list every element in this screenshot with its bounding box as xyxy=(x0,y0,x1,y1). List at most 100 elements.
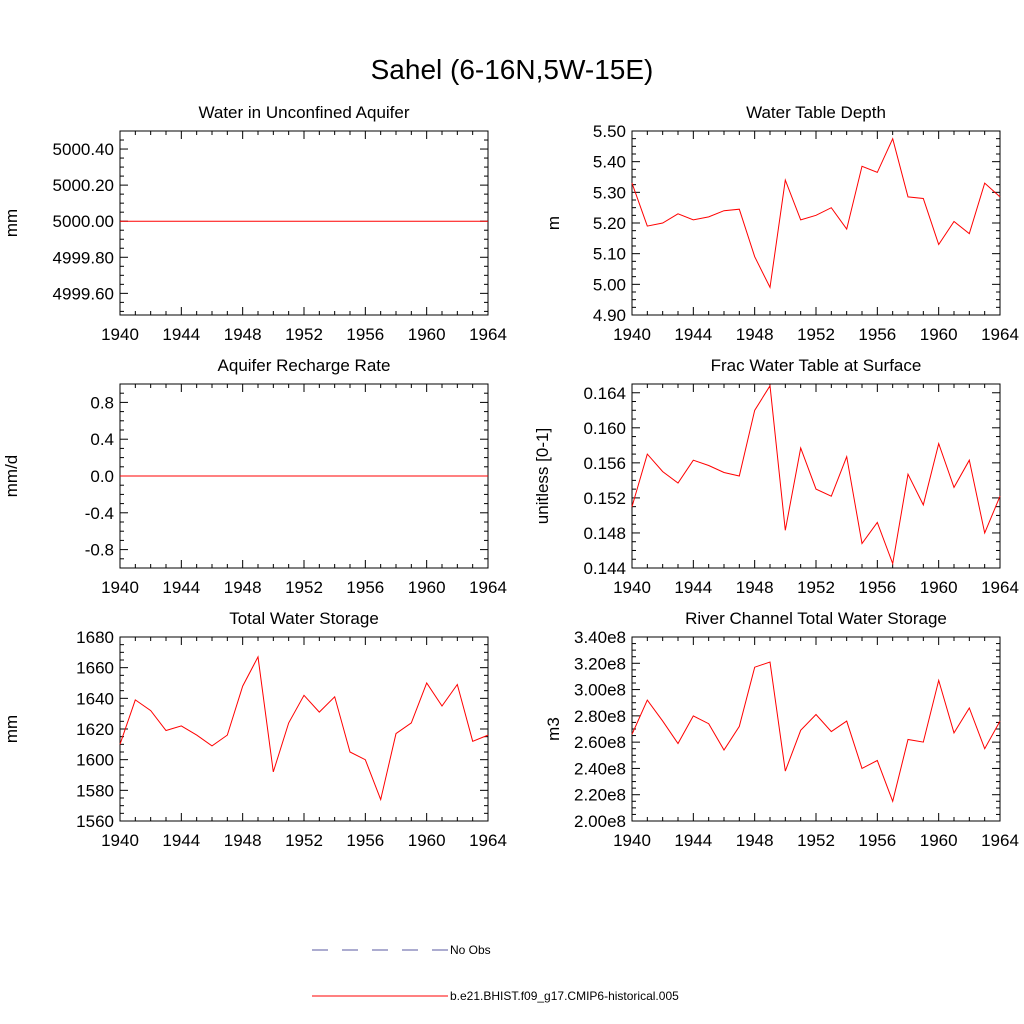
chart-panel: Aquifer Recharge Rate 1940 1944 1948 1952 195… xyxy=(2,356,507,597)
y-tick-label: 2.40e8 xyxy=(574,759,626,778)
x-tick-label: 1944 xyxy=(674,831,712,850)
x-tick-label: 1956 xyxy=(346,831,384,850)
x-tick-label: 1940 xyxy=(101,578,139,597)
x-tick-label: 1952 xyxy=(797,325,835,344)
x-tick-label: 1960 xyxy=(408,578,446,597)
y-tick-label: 4999.60 xyxy=(53,284,114,303)
legend-label: No Obs xyxy=(450,943,491,957)
x-tick-label: 1940 xyxy=(613,831,651,850)
y-axis-label: unitless [0-1] xyxy=(533,428,552,524)
x-tick-label: 1948 xyxy=(736,578,774,597)
x-tick-label: 1964 xyxy=(469,325,507,344)
y-tick-label: 0.148 xyxy=(583,524,626,543)
y-tick-label: 0.8 xyxy=(90,393,114,412)
series-line xyxy=(119,655,489,802)
panel-title: Frac Water Table at Surface xyxy=(711,356,922,375)
panel-title: Total Water Storage xyxy=(229,609,379,628)
figure-title: Sahel (6-16N,5W-15E) xyxy=(370,54,654,85)
x-tick-label: 1956 xyxy=(858,831,896,850)
y-axis-label: mm xyxy=(2,209,21,237)
x-tick-label: 1956 xyxy=(346,325,384,344)
y-tick-label: 0.164 xyxy=(583,384,626,403)
plot-frame xyxy=(119,636,489,822)
y-tick-label: 0.160 xyxy=(583,419,626,438)
y-tick-label: 0.156 xyxy=(583,454,626,473)
chart-panel: River Channel Total Water Storage 1940 194… xyxy=(544,609,1019,850)
x-tick-label: 1944 xyxy=(162,831,200,850)
panel-title: Water Table Depth xyxy=(746,103,886,122)
x-tick-label: 1952 xyxy=(797,578,835,597)
legend: No Obs b.e21.BHIST.f09_g17.CMIP6-historic… xyxy=(312,943,679,1003)
y-tick-label: 2.00e8 xyxy=(574,812,626,831)
x-tick-label: 1964 xyxy=(981,578,1019,597)
x-tick-label: 1944 xyxy=(674,578,712,597)
y-tick-label: 5.00 xyxy=(593,275,626,294)
x-tick-label: 1960 xyxy=(408,831,446,850)
y-tick-label: 4999.80 xyxy=(53,248,114,267)
x-tick-label: 1964 xyxy=(981,325,1019,344)
y-tick-label: 5000.20 xyxy=(53,176,114,195)
y-tick-label: 0.144 xyxy=(583,559,626,578)
x-tick-label: 1952 xyxy=(797,831,835,850)
x-tick-label: 1956 xyxy=(858,578,896,597)
x-tick-label: 1944 xyxy=(674,325,712,344)
x-tick-label: 1960 xyxy=(920,831,958,850)
x-tick-label: 1964 xyxy=(981,831,1019,850)
y-tick-label: 1680 xyxy=(76,628,114,647)
y-tick-label: 4.90 xyxy=(593,306,626,325)
y-tick-label: 3.00e8 xyxy=(574,681,626,700)
y-tick-label: -0.4 xyxy=(85,504,114,523)
x-tick-label: 1960 xyxy=(408,325,446,344)
series-line xyxy=(631,661,1001,803)
panel-title: River Channel Total Water Storage xyxy=(685,609,947,628)
y-tick-label: 5000.40 xyxy=(53,140,114,159)
x-tick-label: 1948 xyxy=(224,325,262,344)
legend-label: b.e21.BHIST.f09_g17.CMIP6-historical.005 xyxy=(450,989,679,1003)
y-tick-label: 1580 xyxy=(76,781,114,800)
x-tick-label: 1964 xyxy=(469,831,507,850)
y-tick-label: 1640 xyxy=(76,689,114,708)
plot-frame xyxy=(119,130,489,316)
chart-panel: Frac Water Table at Surface 1940 1944 1948 1… xyxy=(533,356,1019,597)
x-tick-label: 1952 xyxy=(285,325,323,344)
x-tick-label: 1940 xyxy=(101,831,139,850)
y-tick-label: 1660 xyxy=(76,659,114,678)
y-tick-label: 5.30 xyxy=(593,183,626,202)
y-tick-label: -0.8 xyxy=(85,541,114,560)
chart-panel: Water Table Depth 1940 1944 1948 1952 1956 196… xyxy=(544,103,1019,344)
x-tick-label: 1948 xyxy=(736,325,774,344)
y-tick-label: 2.80e8 xyxy=(574,707,626,726)
x-tick-label: 1948 xyxy=(224,831,262,850)
y-tick-label: 0.0 xyxy=(90,467,114,486)
x-tick-label: 1952 xyxy=(285,831,323,850)
y-tick-label: 0.152 xyxy=(583,489,626,508)
y-tick-label: 0.4 xyxy=(90,430,114,449)
y-axis-label: mm/d xyxy=(2,455,21,498)
y-axis-label: mm xyxy=(2,715,21,743)
y-tick-label: 5.10 xyxy=(593,245,626,264)
plot-frame xyxy=(631,383,1001,569)
y-tick-label: 1620 xyxy=(76,720,114,739)
x-tick-label: 1948 xyxy=(224,578,262,597)
panel-title: Aquifer Recharge Rate xyxy=(218,356,391,375)
y-tick-label: 3.40e8 xyxy=(574,628,626,647)
x-tick-label: 1940 xyxy=(101,325,139,344)
y-axis-label: m3 xyxy=(544,717,563,741)
y-tick-label: 2.60e8 xyxy=(574,733,626,752)
x-tick-label: 1940 xyxy=(613,325,651,344)
x-tick-label: 1952 xyxy=(285,578,323,597)
x-tick-label: 1944 xyxy=(162,578,200,597)
x-tick-label: 1944 xyxy=(162,325,200,344)
x-tick-label: 1964 xyxy=(469,578,507,597)
chart-panel: Total Water Storage 1940 1944 1948 1952 1956 1… xyxy=(2,609,507,850)
y-tick-label: 2.20e8 xyxy=(574,786,626,805)
plot-frame xyxy=(631,636,1001,822)
y-tick-label: 1600 xyxy=(76,751,114,770)
y-tick-label: 5000.00 xyxy=(53,212,114,231)
y-tick-label: 5.40 xyxy=(593,153,626,172)
x-tick-label: 1960 xyxy=(920,325,958,344)
y-tick-label: 3.20e8 xyxy=(574,654,626,673)
x-tick-label: 1940 xyxy=(613,578,651,597)
series-line xyxy=(631,384,1001,566)
